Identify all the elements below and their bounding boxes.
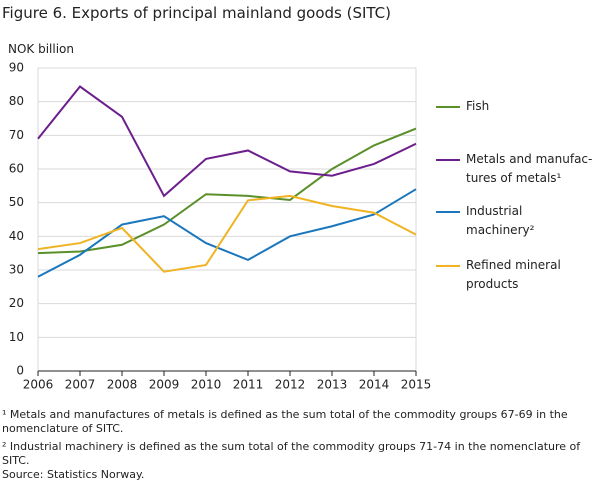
legend-label: Refined mineral products (466, 258, 561, 291)
y-tick-label: 60 (9, 162, 24, 176)
y-tick-label: 0 (16, 364, 24, 378)
y-tick-label: 30 (9, 263, 24, 277)
footnotes: ¹ Metals and manufactures of metals is d… (2, 408, 602, 486)
y-axis-label: NOK billion (8, 42, 75, 56)
x-tick-label: 2009 (149, 378, 180, 392)
x-tick-label: 2008 (107, 378, 138, 392)
legend-label: Industrial machinery² (466, 204, 535, 237)
y-tick-label: 90 (9, 61, 24, 75)
x-tick-label: 2006 (23, 378, 54, 392)
x-tick-label: 2013 (317, 378, 348, 392)
series-line (37, 127, 417, 255)
footnote: ¹ Metals and manufactures of metals is d… (2, 408, 568, 435)
x-tick-label: 2015 (401, 378, 432, 392)
y-tick-label: 50 (9, 195, 24, 209)
x-tick-label: 2014 (359, 378, 390, 392)
y-tick-label: 80 (9, 94, 24, 108)
series-line (37, 85, 417, 198)
y-tick-label: 40 (9, 229, 24, 243)
series-line (37, 194, 417, 273)
x-tick-label: 2010 (191, 378, 222, 392)
y-tick-label: 20 (9, 296, 24, 310)
series-line (37, 188, 417, 278)
y-tick-label: 70 (9, 128, 24, 142)
legend-label: Metals and manufac- tures of metals¹ (466, 152, 593, 185)
x-tick-label: 2007 (65, 378, 96, 392)
legend-label: Fish (466, 99, 490, 113)
footnote: ² Industrial machinery is defined as the… (2, 440, 581, 467)
chart-title: Figure 6. Exports of principal mainland … (2, 4, 392, 22)
x-tick-label: 2012 (275, 378, 306, 392)
y-tick-label: 10 (9, 330, 24, 344)
chart: 0 10 20 30 40 50 60 70 80 90 2006 2007 2008 2009 2010 2… (9, 61, 460, 392)
footnote: Source: Statistics Norway. (2, 468, 145, 481)
x-tick-label: 2011 (233, 378, 264, 392)
